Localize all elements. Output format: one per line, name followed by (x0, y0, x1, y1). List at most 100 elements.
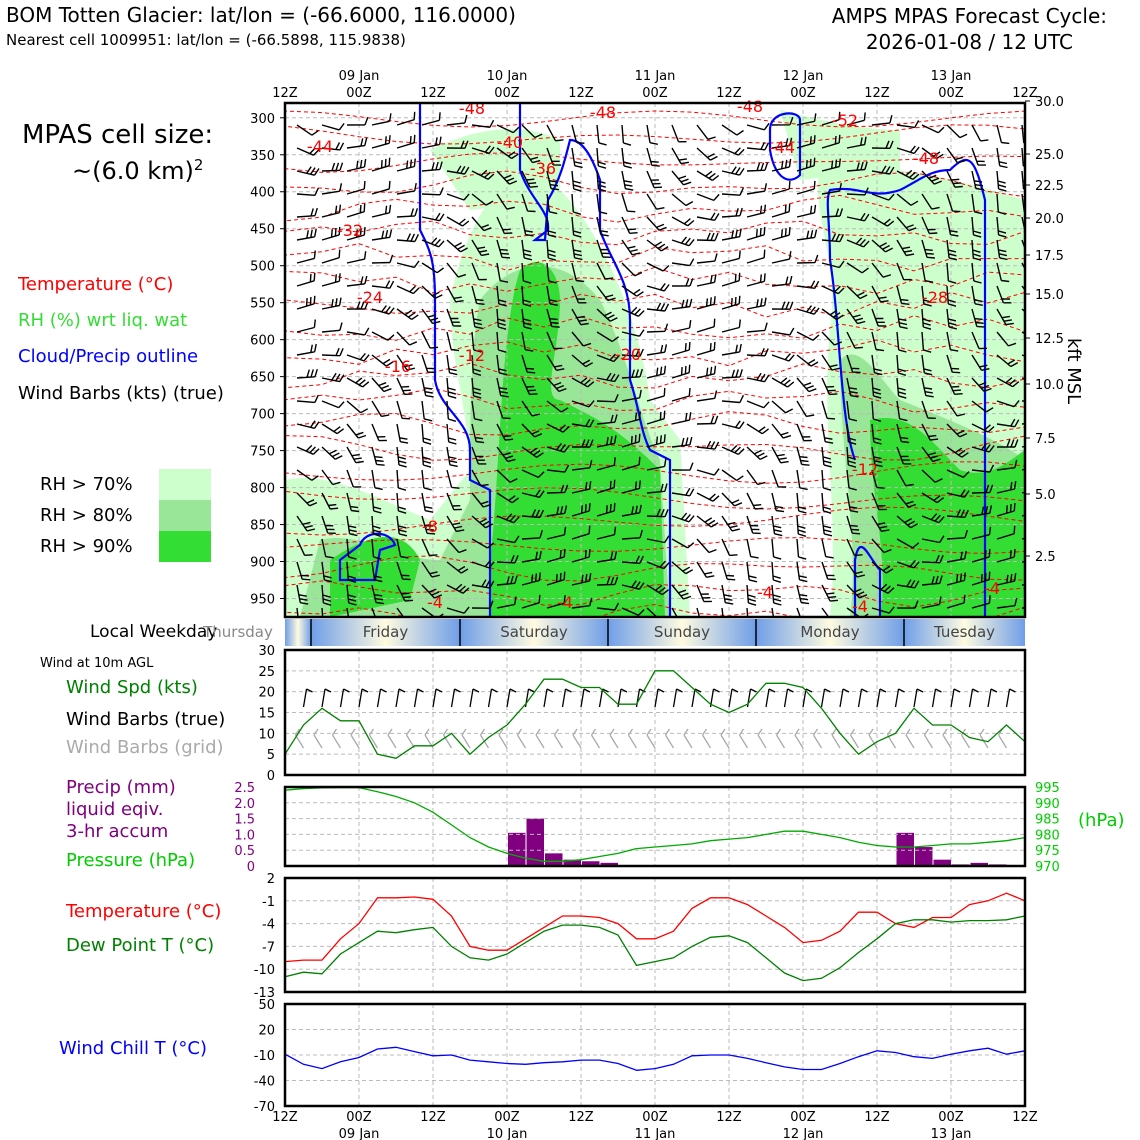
wind-barb (546, 548, 566, 563)
wind-barb (646, 387, 666, 402)
wind-grid-barb (535, 728, 545, 749)
wind-barb (821, 446, 832, 468)
wind-barb (496, 170, 518, 185)
wind-barb (946, 594, 966, 609)
wind-barb (371, 331, 395, 341)
wind-barb (746, 400, 770, 409)
wind-barb (471, 308, 483, 330)
wind-barb (621, 529, 643, 540)
wind-barb (571, 503, 591, 517)
wind-barb (621, 411, 641, 425)
legend-rh80-label: RH > 80% (40, 505, 133, 526)
temp-label: -28 (922, 288, 948, 307)
wind-barb (621, 389, 642, 402)
wind-barb (496, 285, 507, 307)
wind-grid-barb (979, 728, 989, 749)
wind-barb (696, 147, 718, 161)
wind-barb (446, 114, 468, 126)
wind-barb (871, 216, 895, 227)
wind-barb (471, 354, 482, 376)
wind-barb (296, 469, 319, 481)
wind-barb (446, 331, 460, 352)
wind-barb (596, 285, 616, 302)
height-tick: 7.5 (1035, 432, 1056, 447)
wind-barb (596, 308, 618, 322)
wind-grid-barb (553, 728, 564, 749)
wind-barb (871, 165, 895, 175)
wind-barb (571, 573, 592, 586)
wind-true-barb (950, 688, 961, 708)
cloud-outline-3 (853, 545, 882, 617)
wind-barb (921, 331, 932, 353)
wind-barb (771, 353, 795, 362)
wind-barb (996, 354, 1019, 368)
wind-barb (646, 262, 670, 272)
wind-barb (321, 372, 345, 383)
wind-barb (446, 193, 470, 201)
wind-barb (296, 187, 319, 196)
wind-barb (446, 583, 470, 594)
wind-barb (871, 115, 893, 126)
wind-barb (446, 492, 462, 511)
wind-barb (396, 492, 407, 514)
pressure-ytick: 980 (1035, 828, 1060, 843)
wind-barb (546, 484, 569, 494)
wind-grid-barb (960, 728, 971, 749)
wind-barb (296, 319, 316, 333)
bottom-hour-tick: 12Z (568, 1110, 594, 1125)
wind-barb (546, 571, 566, 586)
wind-barb (771, 301, 794, 310)
temp-contour-15 (285, 461, 1025, 484)
temp-contour-12 (285, 387, 1025, 413)
wind-barb (971, 239, 982, 261)
wind-barb (421, 515, 436, 535)
wind-barb (996, 193, 1007, 215)
wind-barb (346, 203, 366, 218)
chill-ytick: -40 (254, 1075, 275, 1090)
wind-barb (621, 433, 641, 448)
wind-barb (496, 377, 509, 398)
wind-true-barb (765, 688, 776, 708)
wind-barb (621, 124, 632, 146)
top-hour-tick: 00Z (642, 86, 668, 101)
wind-barb (771, 492, 785, 513)
wind-barb (996, 170, 1007, 192)
wind-barb (696, 193, 720, 202)
wind-barb (946, 124, 968, 139)
wind-barb (371, 377, 392, 393)
chill-ytick: -70 (254, 1100, 275, 1115)
wind-barb (346, 117, 369, 126)
wind-barb (896, 262, 912, 281)
wind-barb (621, 580, 645, 590)
precip-ytick: 2.0 (234, 797, 255, 812)
wind-barb (871, 193, 895, 201)
pressure-tick: 950 (250, 593, 275, 608)
wind-barb (721, 515, 740, 532)
wind-barb (596, 124, 607, 146)
wind-barb (821, 182, 842, 195)
temp-label: -52 (832, 111, 858, 130)
wind-grid-barb (794, 728, 804, 749)
wind-barb (421, 492, 434, 513)
wind-barb (971, 147, 987, 166)
wind-barb (421, 469, 432, 491)
wind-barb (496, 331, 507, 353)
wind-barb (421, 262, 445, 274)
wind-barb (896, 600, 919, 609)
wind-barb (771, 446, 789, 464)
wind-true-barb (913, 688, 924, 708)
weekday-cell (285, 619, 311, 646)
temp-label: -4 (427, 593, 443, 612)
wind-barb (296, 492, 318, 507)
wind-true-barb (654, 688, 665, 708)
wind-barb (896, 579, 920, 589)
wind-barb (871, 538, 892, 554)
wind-barb (471, 169, 495, 180)
top-date-tick: 10 Jan (487, 69, 528, 84)
wind-barb (346, 227, 366, 241)
wind-barb (946, 193, 961, 213)
temp-contour-9 (285, 315, 1025, 341)
wind-barb (571, 597, 593, 609)
wind-grid-barb (942, 728, 952, 749)
precip-frame (283, 785, 1027, 868)
